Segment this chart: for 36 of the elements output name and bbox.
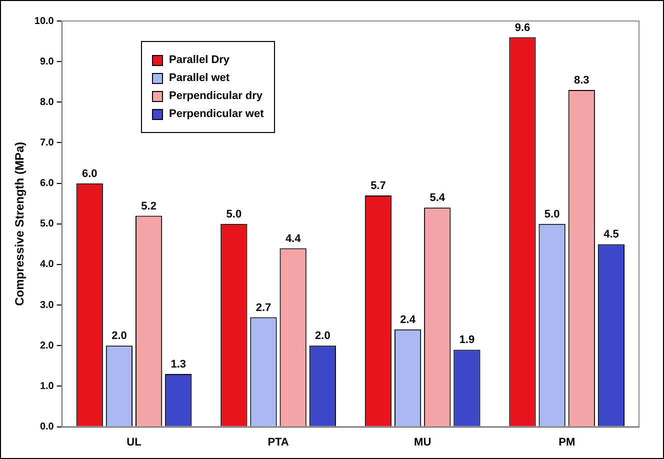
y-tick-label: 3.0 <box>40 300 54 311</box>
x-tick-label: PTA <box>268 436 289 448</box>
data-label: 5.0 <box>544 208 560 220</box>
data-label: 2.0 <box>112 330 127 342</box>
y-tick-label: 2.0 <box>40 340 54 352</box>
data-label: 9.6 <box>514 22 530 34</box>
y-tick-label: 1.0 <box>40 380 54 392</box>
y-tick-label: 4.0 <box>40 259 54 270</box>
y-tick-label: 10.0 <box>34 16 54 27</box>
data-label: 5.7 <box>370 180 386 192</box>
y-tick-label: 5.0 <box>40 218 54 230</box>
data-label: 5.2 <box>141 200 156 212</box>
x-tick-label: MU <box>414 436 432 448</box>
x-tick-label: UL <box>126 436 142 448</box>
y-tick-label: 0.0 <box>40 422 54 433</box>
data-label: 1.9 <box>459 334 475 346</box>
y-axis-title: Compressive Strength (MPa) <box>12 142 27 306</box>
legend-label: Parallel wet <box>169 72 230 84</box>
data-label: 2.4 <box>400 314 416 326</box>
data-label: 4.5 <box>604 228 619 241</box>
data-label: 5.0 <box>226 208 242 220</box>
data-label: 2.7 <box>256 302 272 314</box>
y-tick-label: 9.0 <box>40 56 54 68</box>
x-tick-label: PM <box>558 436 576 448</box>
data-label: 2.0 <box>315 330 330 342</box>
y-tick-label: 7.0 <box>40 137 54 148</box>
data-label: 6.0 <box>82 168 98 180</box>
legend-label: Perpendicular dry <box>169 90 263 102</box>
data-label: 4.4 <box>285 232 302 245</box>
data-label: 5.4 <box>430 192 446 204</box>
data-label: 8.3 <box>574 74 590 87</box>
y-tick-label: 8.0 <box>40 96 54 108</box>
legend-label: Perpendicular wet <box>169 108 264 120</box>
legend-label: Parallel Dry <box>169 54 230 66</box>
data-label: 1.3 <box>170 358 186 371</box>
y-tick-label: 6.0 <box>40 178 54 190</box>
